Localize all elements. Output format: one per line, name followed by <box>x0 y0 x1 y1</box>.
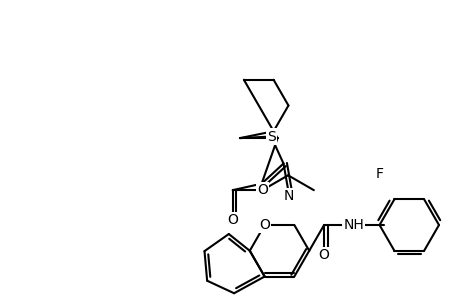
Text: O: O <box>257 183 267 197</box>
Text: NH: NH <box>343 218 364 232</box>
Text: O: O <box>318 248 329 262</box>
Text: F: F <box>375 167 383 181</box>
Text: O: O <box>227 213 238 227</box>
Text: N: N <box>283 189 294 203</box>
Text: S: S <box>266 130 275 143</box>
Text: O: O <box>258 218 269 232</box>
